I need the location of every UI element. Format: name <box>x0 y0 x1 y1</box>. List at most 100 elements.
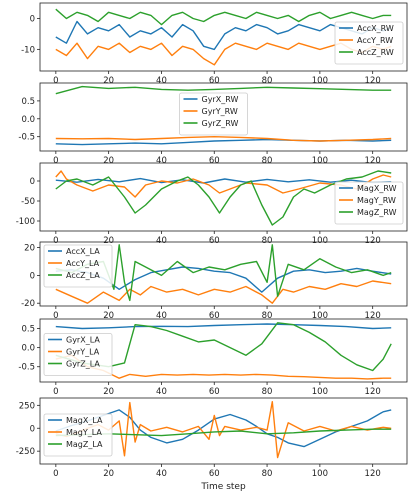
x-tick-label: 100 <box>312 236 328 246</box>
x-tick-label: 0 <box>53 156 58 166</box>
series-line-MagX_LA <box>55 409 392 448</box>
x-tick-label: 40 <box>156 76 167 86</box>
legend-label-AccZ_LA: AccZ_LA <box>66 271 100 280</box>
axes-frame <box>39 241 408 307</box>
x-tick-label: 40 <box>156 156 167 166</box>
x-tick-label: 0 <box>53 236 58 246</box>
x-tick-label: 20 <box>103 469 114 479</box>
axes-frame <box>39 162 408 232</box>
x-tick-label: 120 <box>365 387 381 397</box>
y-tick-label: 0.0 <box>21 344 35 354</box>
legend-box <box>334 21 404 65</box>
y-tick-label: -0.5 <box>18 363 35 373</box>
legend-label-MagX_LA: MagX_LA <box>66 416 103 425</box>
x-tick-label: 20 <box>103 76 114 86</box>
legend: GyrX_RW GyrY_RW GyrZ_RW <box>179 92 248 136</box>
subplot-2: -0.50.00.50 20 40 60 80 100 120GyrX_RWGyrY_RWG… <box>18 82 408 166</box>
x-tick-label: 0 <box>53 469 58 479</box>
x-tick-label: 120 <box>365 311 381 321</box>
legend-box <box>334 181 404 225</box>
x-tick-label: 20 <box>103 387 114 397</box>
x-tick-label: 40 <box>156 387 167 397</box>
y-tick-label: -100 <box>16 217 35 227</box>
x-tick-label: 60 <box>209 387 220 397</box>
series-line-AccZ_LA <box>55 244 392 302</box>
legend-label-GyrX_RW: GyrX_RW <box>202 95 239 104</box>
x-tick-label: 0 <box>53 76 58 86</box>
x-tick-label: 100 <box>312 469 328 479</box>
x-tick-label: 0 <box>53 311 58 321</box>
axes-frame <box>39 397 408 465</box>
series-line-GyrY_LA <box>55 354 392 380</box>
y-tick-label: 0 <box>30 424 35 434</box>
x-tick-label: 80 <box>262 469 273 479</box>
legend-label-GyrZ_RW: GyrZ_RW <box>202 119 239 128</box>
x-axis-label: Time step <box>200 482 246 492</box>
legend-label-MagX_RW: MagX_RW <box>357 184 397 193</box>
x-tick-label: 80 <box>262 311 273 321</box>
y-tick-label: -10 <box>21 45 35 55</box>
series-line-MagZ_LA <box>55 428 392 437</box>
axes-frame <box>39 2 408 72</box>
legend-label-MagY_LA: MagY_LA <box>66 428 102 437</box>
y-tick-label: -50 <box>21 197 35 207</box>
y-tick-label: 0 <box>30 271 35 281</box>
x-tick-label: 80 <box>262 156 273 166</box>
x-tick-label: 20 <box>103 236 114 246</box>
x-tick-label: 0 <box>53 387 58 397</box>
x-tick-label: 60 <box>209 469 220 479</box>
axes-frame <box>39 318 408 383</box>
legend-label-GyrZ_LA: GyrZ_LA <box>66 360 100 369</box>
subplot-4: -20 0 20 0 20 40 60 80 100 120 AccX_LA AccY_LA AccZ_… <box>21 241 408 321</box>
series-line-GyrY_RW <box>55 135 392 142</box>
series-line-GyrX_LA <box>55 323 392 330</box>
series-line-AccZ_RW <box>55 8 392 26</box>
x-tick-label: 20 <box>103 311 114 321</box>
x-tick-label: 60 <box>209 236 220 246</box>
axes-frame <box>39 82 408 152</box>
legend-label-MagZ_LA: MagZ_LA <box>66 440 103 449</box>
legend-label-GyrX_LA: GyrX_LA <box>66 336 100 345</box>
legend-box <box>43 244 113 288</box>
series-line-GyrZ_RW <box>55 85 392 95</box>
legend-box <box>43 333 113 376</box>
legend-box <box>179 92 248 136</box>
x-tick-label: 60 <box>209 311 220 321</box>
y-tick-label: 250 <box>19 401 35 411</box>
x-tick-label: 40 <box>156 236 167 246</box>
x-tick-label: 20 <box>103 156 114 166</box>
x-tick-label: 120 <box>365 156 381 166</box>
x-tick-label: 100 <box>312 156 328 166</box>
x-tick-label: 80 <box>262 387 273 397</box>
x-tick-label: 80 <box>262 76 273 86</box>
legend-label-AccY_LA: AccY_LA <box>66 259 100 268</box>
y-tick-label: 20 <box>24 244 35 254</box>
legend-label-AccZ_RW: AccZ_RW <box>357 48 394 57</box>
x-tick-label: 100 <box>312 387 328 397</box>
y-tick-label: -20 <box>21 299 35 309</box>
series-line-AccY_LA <box>55 280 392 304</box>
y-tick-label: 0.5 <box>21 97 35 107</box>
y-tick-label: 0 <box>30 14 35 24</box>
series-line-GyrZ_LA <box>55 322 392 372</box>
x-tick-label: 60 <box>209 156 220 166</box>
x-tick-label: 80 <box>262 236 273 246</box>
legend: MagX_RW MagY_RW MagZ_RW <box>334 181 404 225</box>
x-tick-label: 60 <box>209 76 220 86</box>
legend: AccX_LA AccY_LA AccZ_LA <box>43 244 113 288</box>
x-tick-label: 120 <box>365 469 381 479</box>
legend-label-MagZ_RW: MagZ_RW <box>357 208 397 217</box>
legend-label-MagY_RW: MagY_RW <box>357 196 396 205</box>
legend: AccX_RW AccY_RW AccZ_RW <box>334 21 404 65</box>
y-tick-label: 0 <box>30 177 35 187</box>
x-tick-label: 100 <box>312 311 328 321</box>
y-tick-label: -250 <box>16 447 35 457</box>
x-tick-label: 120 <box>365 236 381 246</box>
x-tick-label: 120 <box>365 76 381 86</box>
legend-label-GyrY_RW: GyrY_RW <box>202 107 238 116</box>
legend-label-AccX_RW: AccX_RW <box>357 24 394 33</box>
subplot-1: -10 0 0 20 40 60 80 100 120 AccX_RW AccY_RW AccZ_RW <box>21 2 408 86</box>
x-tick-label: 100 <box>312 76 328 86</box>
